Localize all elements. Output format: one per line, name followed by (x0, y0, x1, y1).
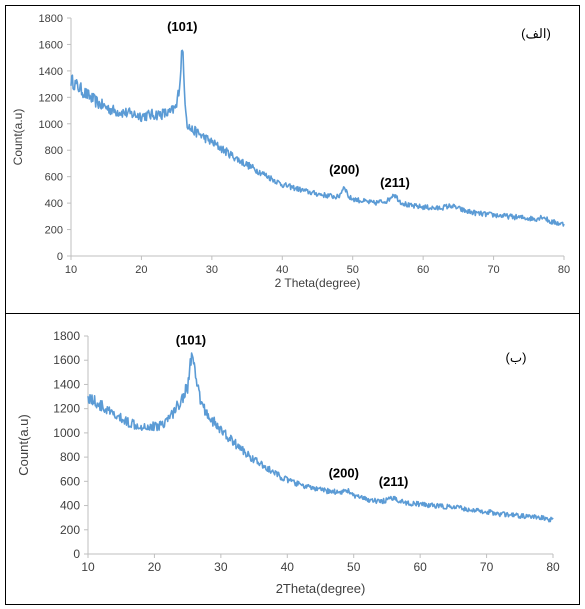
xrd-chart-b: 0 200 400 600 800 1000 1200 1400 1600 1800 10 20 30 4… (16, 329, 560, 596)
y-tick-label: 1800 (53, 329, 80, 343)
y-tick-label: 600 (45, 172, 63, 184)
y-tick-label: 1800 (39, 13, 63, 25)
y-tick-label: 0 (73, 547, 80, 561)
peak-annotation: (200) (329, 162, 359, 177)
peak-annotation: (101) (176, 332, 206, 347)
y-tick-label: 0 (57, 251, 63, 263)
x-tick-label: 80 (546, 560, 560, 574)
x-tick-label: 40 (276, 264, 288, 276)
y-tick-label: 1600 (53, 353, 80, 367)
x-tick-label: 10 (65, 264, 77, 276)
peak-annotation: (200) (329, 466, 359, 481)
x-axis-title: 2 Theta(degree) (275, 276, 361, 290)
y-tick-label: 1600 (39, 39, 63, 51)
x-tick-label: 30 (214, 560, 228, 574)
y-tick-label: 200 (45, 225, 63, 237)
y-tick-label: 1000 (53, 426, 80, 440)
y-tick-label: 1200 (53, 402, 80, 416)
y-tick-label: 600 (60, 474, 80, 488)
x-tick-label: 50 (347, 560, 361, 574)
x-tick-label: 70 (480, 560, 494, 574)
peak-annotation: (211) (380, 175, 410, 190)
x-tick-label: 70 (487, 264, 499, 276)
peak-annotation: (211) (379, 474, 409, 489)
x-tick-label: 60 (413, 560, 427, 574)
peak-annotation: (101) (167, 19, 197, 34)
x-axis-title: 2Theta(degree) (276, 581, 366, 596)
y-tick-label: 200 (60, 523, 80, 537)
y-tick-label: 800 (60, 450, 80, 464)
panel-label: (ب) (506, 350, 527, 365)
y-tick-label: 400 (45, 198, 63, 210)
xrd-series-line (87, 352, 554, 523)
xrd-chart-a: 0 200 400 600 800 1000 1200 1400 1600 1800 10 20 30 4… (11, 13, 570, 290)
x-tick-label: 10 (81, 560, 95, 574)
y-tick-label: 1400 (53, 377, 80, 391)
y-axis-title: Count(a.u) (16, 414, 31, 475)
panel-label: (الف) (521, 26, 551, 41)
chart-panel-a: 0 200 400 600 800 1000 1200 1400 1600 1800 10 20 30 4… (5, 5, 580, 314)
y-tick-label: 1000 (39, 119, 63, 131)
xrd-series-line (70, 49, 565, 227)
chart-panel-b: 0 200 400 600 800 1000 1200 1400 1600 1800 10 20 30 4… (5, 313, 580, 605)
x-tick-label: 50 (347, 264, 359, 276)
y-tick-label: 400 (60, 499, 80, 513)
x-tick-label: 60 (417, 264, 429, 276)
x-tick-label: 40 (281, 560, 295, 574)
y-tick-label: 1200 (39, 92, 63, 104)
x-tick-label: 20 (148, 560, 162, 574)
y-tick-label: 800 (45, 145, 63, 157)
y-axis-title: Count(a.u) (11, 109, 25, 166)
y-tick-label: 1400 (39, 66, 63, 78)
x-tick-label: 80 (558, 264, 570, 276)
x-tick-label: 30 (206, 264, 218, 276)
x-tick-label: 20 (135, 264, 147, 276)
